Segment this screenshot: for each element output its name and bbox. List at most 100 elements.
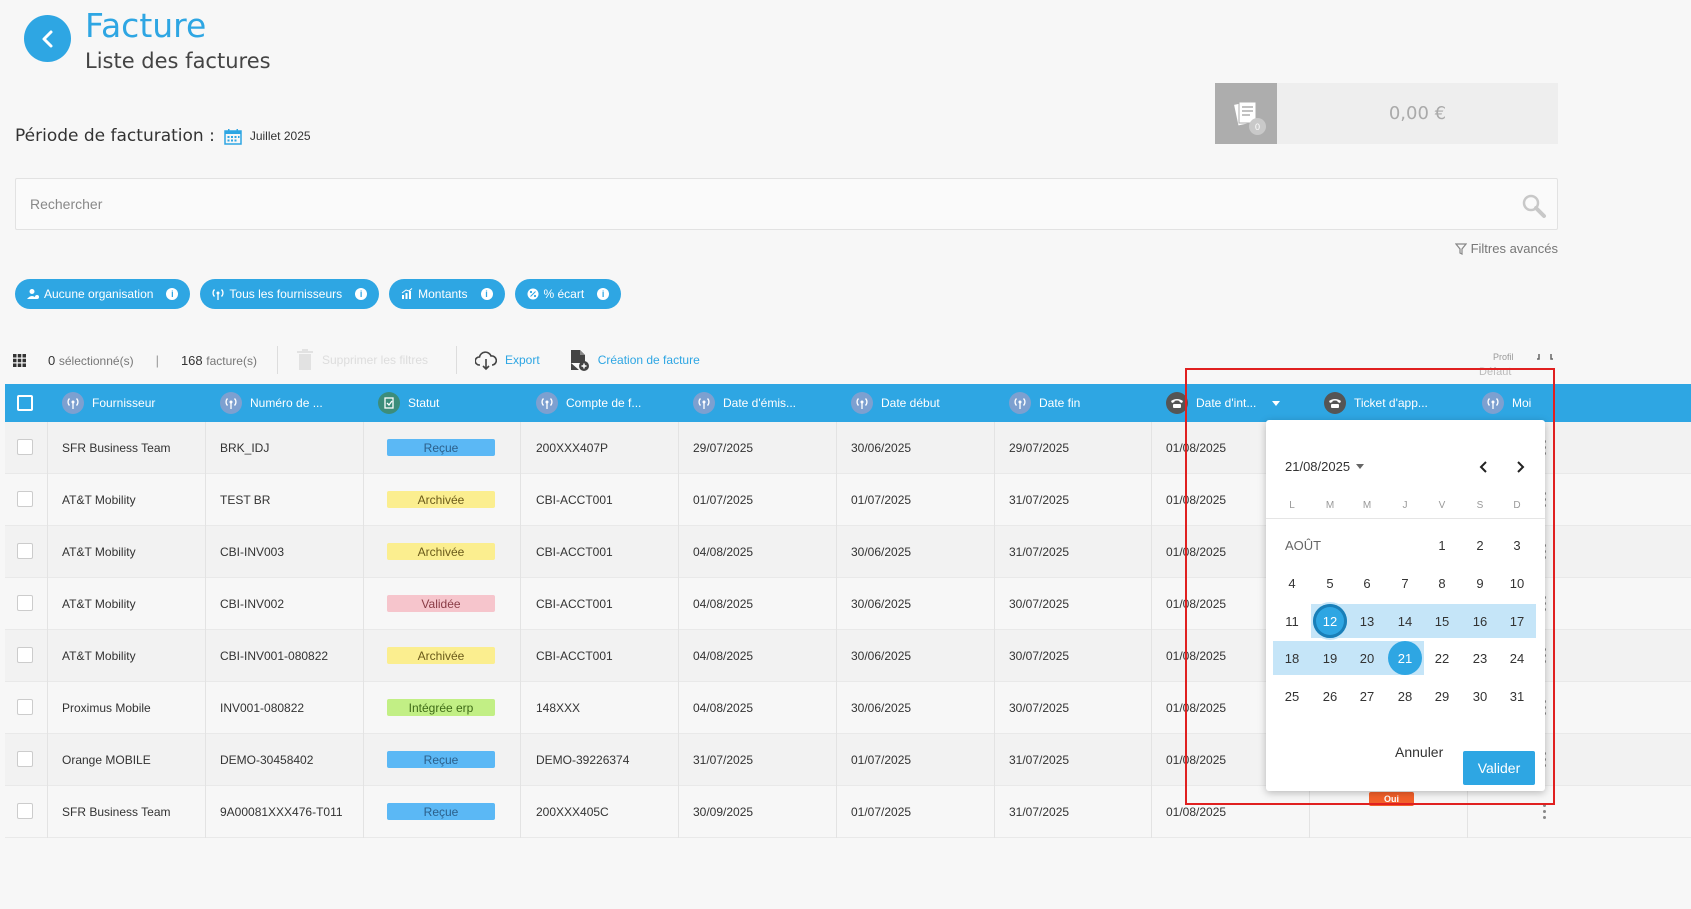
status-icon bbox=[378, 392, 400, 414]
calendar-day[interactable]: 16 bbox=[1472, 613, 1488, 629]
calendar-day[interactable]: 12 bbox=[1313, 604, 1347, 638]
calendar-day[interactable]: 9 bbox=[1476, 575, 1484, 591]
calendar-day[interactable]: 28 bbox=[1397, 688, 1413, 704]
calendar-day[interactable]: 21 bbox=[1388, 641, 1422, 675]
search-icon[interactable] bbox=[1521, 193, 1547, 219]
calendar-day[interactable]: 25 bbox=[1284, 688, 1300, 704]
calendar-day[interactable]: 1 bbox=[1438, 537, 1446, 553]
row-checkbox[interactable] bbox=[17, 595, 33, 611]
calendar-day[interactable]: 11 bbox=[1285, 613, 1299, 629]
calendar-day[interactable]: 7 bbox=[1401, 575, 1409, 591]
advanced-filters-link[interactable]: Filtres avancés bbox=[1454, 241, 1558, 256]
column-divider bbox=[205, 526, 206, 578]
profil-value[interactable]: Défaut bbox=[1479, 366, 1512, 378]
row-checkbox[interactable] bbox=[17, 543, 33, 559]
chip-amounts[interactable]: Montants i bbox=[389, 279, 505, 309]
column-divider bbox=[363, 630, 364, 682]
chip-percent-gap[interactable]: % écart i bbox=[514, 279, 622, 309]
info-icon[interactable]: i bbox=[480, 288, 493, 300]
calendar-day[interactable]: 23 bbox=[1472, 650, 1488, 666]
search-input[interactable] bbox=[16, 179, 1557, 229]
weekday-label: J bbox=[1402, 500, 1408, 511]
antenna-icon bbox=[212, 289, 224, 300]
info-icon[interactable]: i bbox=[166, 288, 179, 300]
calendar-day[interactable]: 20 bbox=[1359, 650, 1375, 666]
row-checkbox[interactable] bbox=[17, 491, 33, 507]
column-divider bbox=[994, 526, 995, 578]
calendar-day[interactable]: 29 bbox=[1434, 688, 1450, 704]
column-header[interactable]: Numéro de ... bbox=[220, 384, 323, 422]
calendar-day[interactable]: 24 bbox=[1509, 650, 1525, 666]
column-header[interactable]: Moi bbox=[1482, 384, 1531, 422]
column-header[interactable]: Ticket d'app... bbox=[1324, 384, 1428, 422]
back-button[interactable] bbox=[24, 15, 71, 62]
cell-emission: 04/08/2025 bbox=[693, 701, 754, 715]
cell-number: CBI-INV002 bbox=[220, 597, 285, 611]
column-header-sorted[interactable]: Date d'int... bbox=[1166, 384, 1281, 422]
select-all-checkbox[interactable] bbox=[17, 395, 33, 411]
chevron-left-icon[interactable] bbox=[1477, 460, 1491, 474]
calendar-day[interactable]: 18 bbox=[1284, 650, 1300, 666]
table-row[interactable]: SFR Business Team 9A00081XXX476-T011 Reçue… bbox=[5, 786, 1691, 838]
phone-icon bbox=[1324, 392, 1346, 414]
export-button[interactable]: Export bbox=[475, 349, 540, 371]
antenna-icon bbox=[62, 392, 84, 414]
calendar-day[interactable]: 5 bbox=[1326, 575, 1334, 591]
column-header[interactable]: Date début bbox=[851, 384, 940, 422]
calendar-day[interactable]: 27 bbox=[1359, 688, 1375, 704]
row-checkbox[interactable] bbox=[17, 647, 33, 663]
weekday-label: D bbox=[1513, 500, 1521, 511]
calendar-icon[interactable] bbox=[224, 128, 242, 145]
clear-filters-button[interactable]: Supprimer les filtres bbox=[296, 349, 428, 371]
column-header[interactable]: Date d'émis... bbox=[693, 384, 796, 422]
calendar-day[interactable]: 22 bbox=[1434, 650, 1450, 666]
create-invoice-button[interactable]: Création de facture bbox=[568, 349, 700, 371]
period-value[interactable]: Juillet 2025 bbox=[249, 129, 311, 143]
info-icon[interactable]: i bbox=[597, 288, 610, 300]
calendar-day[interactable]: 3 bbox=[1513, 537, 1521, 553]
chevron-right-icon[interactable] bbox=[1513, 460, 1527, 474]
row-checkbox[interactable] bbox=[17, 439, 33, 455]
cell-start: 30/06/2025 bbox=[851, 545, 912, 559]
calendar-day[interactable]: 4 bbox=[1288, 575, 1296, 591]
cancel-button[interactable]: Annuler bbox=[1395, 744, 1444, 760]
column-header[interactable]: Date fin bbox=[1009, 384, 1080, 422]
confirm-button[interactable]: Valider bbox=[1463, 751, 1535, 785]
date-picker-header[interactable]: 21/08/2025 bbox=[1285, 459, 1365, 474]
column-divider bbox=[836, 422, 837, 474]
calendar-day[interactable]: 14 bbox=[1397, 613, 1413, 629]
calendar-day[interactable]: 31 bbox=[1509, 688, 1525, 704]
calendar-day[interactable]: 2 bbox=[1476, 537, 1484, 553]
calendar-day[interactable]: 19 bbox=[1322, 650, 1338, 666]
calendar-day[interactable]: 10 bbox=[1509, 575, 1525, 591]
chip-suppliers[interactable]: Tous les fournisseurs i bbox=[200, 279, 380, 309]
row-checkbox[interactable] bbox=[17, 699, 33, 715]
chip-organisation[interactable]: Aucune organisation i bbox=[15, 279, 191, 309]
row-menu-icon[interactable] bbox=[1543, 804, 1547, 820]
column-divider bbox=[520, 682, 521, 734]
info-icon[interactable]: i bbox=[355, 288, 368, 300]
calendar-day[interactable]: 17 bbox=[1509, 613, 1525, 629]
column-divider bbox=[363, 526, 364, 578]
cell-number: CBI-INV003 bbox=[220, 545, 285, 559]
calendar-day[interactable]: 15 bbox=[1434, 613, 1450, 629]
row-checkbox[interactable] bbox=[17, 751, 33, 767]
collapse-icon[interactable] bbox=[1536, 353, 1554, 363]
column-header[interactable]: Compte de f... bbox=[536, 384, 641, 422]
calendar-day[interactable]: 8 bbox=[1438, 575, 1446, 591]
chip-label: Montants bbox=[418, 287, 468, 301]
calendar-day[interactable]: 6 bbox=[1363, 575, 1371, 591]
row-checkbox[interactable] bbox=[17, 803, 33, 819]
sort-desc-icon[interactable] bbox=[1272, 400, 1281, 406]
selected-count: 0 sélectionné(s) bbox=[48, 352, 134, 368]
table-toolbar: 0 sélectionné(s) | 168 facture(s) Suppri… bbox=[13, 346, 700, 374]
calendar-day[interactable]: 30 bbox=[1472, 688, 1488, 704]
calendar-day[interactable]: 13 bbox=[1359, 613, 1375, 629]
grid-icon[interactable] bbox=[13, 353, 26, 367]
column-divider bbox=[1151, 422, 1152, 474]
cell-supplier: Proximus Mobile bbox=[62, 701, 151, 715]
column-header[interactable]: Fournisseur bbox=[62, 384, 155, 422]
cell-account: CBI-ACCT001 bbox=[536, 597, 613, 611]
calendar-day[interactable]: 26 bbox=[1322, 688, 1338, 704]
column-header[interactable]: Statut bbox=[378, 384, 439, 422]
